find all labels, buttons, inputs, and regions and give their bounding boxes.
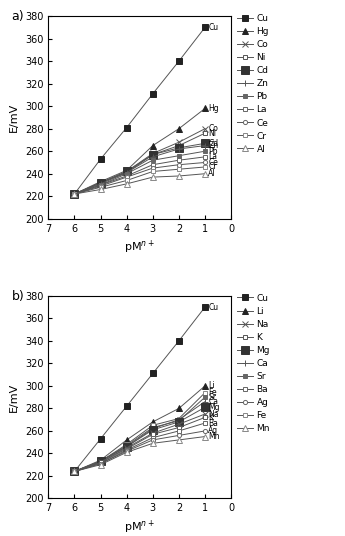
- Legend: Cu, Hg, Co, Ni, Cd, Zn, Pb, La, Ce, Cr, Al: Cu, Hg, Co, Ni, Cd, Zn, Pb, La, Ce, Cr, …: [237, 14, 269, 154]
- Text: Fe: Fe: [208, 388, 217, 397]
- Text: Sr: Sr: [208, 393, 216, 401]
- Y-axis label: E/mV: E/mV: [9, 103, 19, 132]
- Text: b): b): [12, 290, 24, 303]
- Text: Na: Na: [208, 410, 219, 419]
- Legend: Cu, Li, Na, K, Mg, Ca, Sr, Ba, Ag, Fe, Mn: Cu, Li, Na, K, Mg, Ca, Sr, Ba, Ag, Fe, M…: [237, 294, 270, 434]
- Text: Co: Co: [208, 124, 218, 133]
- Text: Zn: Zn: [208, 141, 218, 150]
- Text: Ni: Ni: [208, 129, 216, 138]
- Text: Li: Li: [208, 382, 215, 390]
- Text: Ag: Ag: [208, 427, 218, 435]
- Text: Ce: Ce: [208, 158, 218, 167]
- Text: a): a): [12, 10, 24, 23]
- Y-axis label: E/mV: E/mV: [9, 383, 19, 412]
- Text: Pb: Pb: [208, 147, 218, 155]
- Text: Cd: Cd: [208, 139, 218, 148]
- Text: Hg: Hg: [208, 104, 219, 113]
- Text: Ca: Ca: [208, 397, 218, 406]
- Text: Mg: Mg: [208, 403, 220, 412]
- X-axis label: pM$^{n+}$: pM$^{n+}$: [124, 239, 155, 257]
- Text: Cu: Cu: [208, 302, 218, 311]
- Text: Ba: Ba: [208, 419, 218, 428]
- Text: Cu: Cu: [208, 23, 218, 32]
- Text: K: K: [208, 413, 213, 422]
- X-axis label: pM$^{n+}$: pM$^{n+}$: [124, 519, 155, 536]
- Text: Al: Al: [208, 169, 216, 178]
- Text: La: La: [208, 152, 217, 161]
- Text: Cr: Cr: [208, 162, 217, 172]
- Text: Mn: Mn: [208, 432, 220, 441]
